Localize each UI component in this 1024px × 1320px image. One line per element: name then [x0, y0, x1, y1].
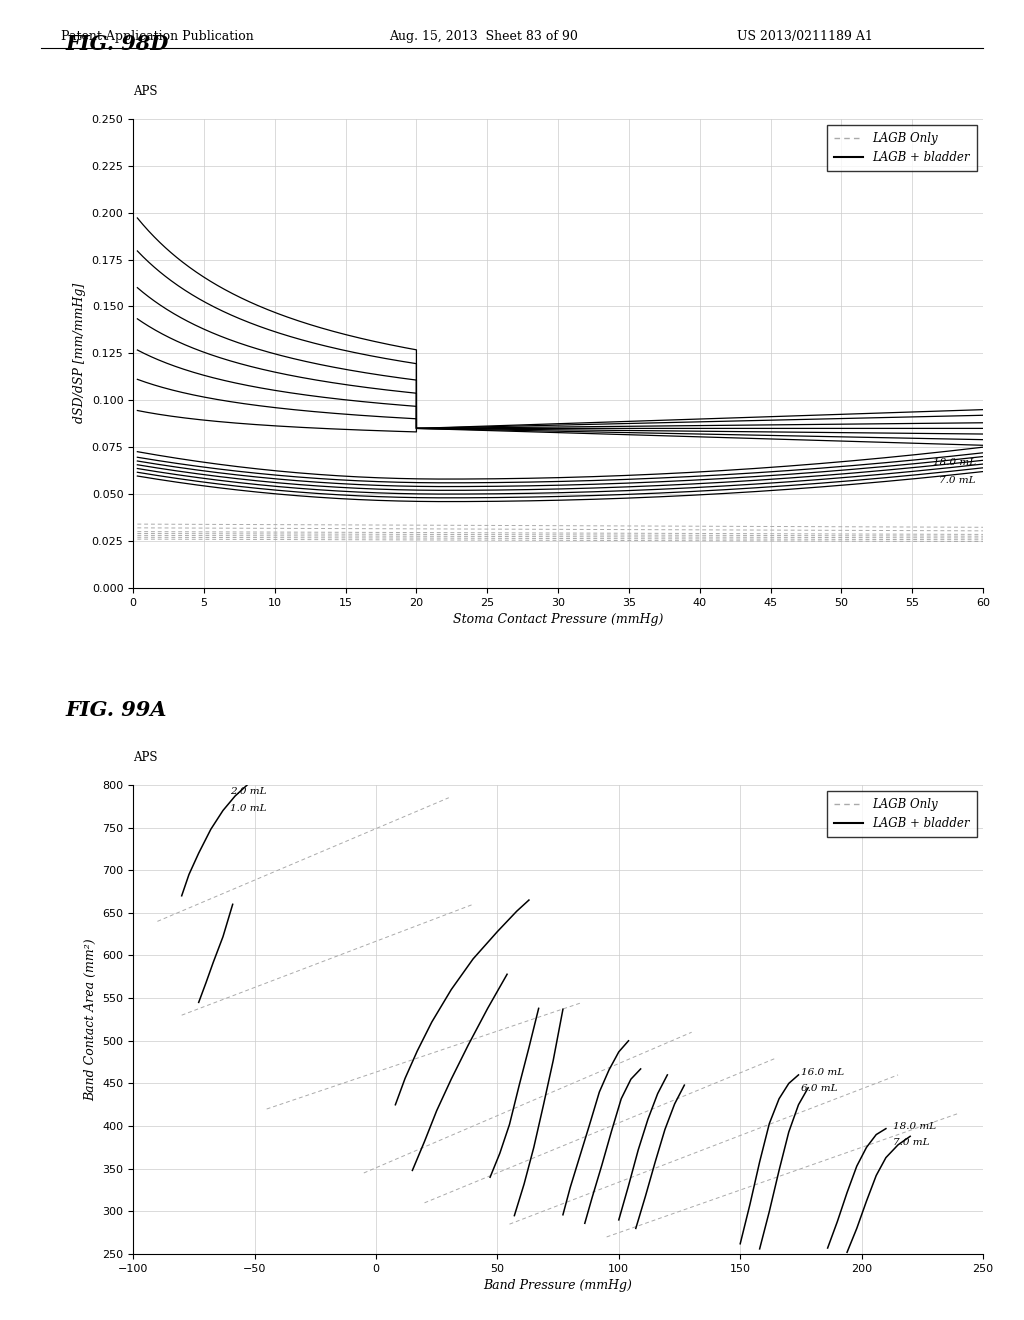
- Text: 16.0 mL: 16.0 mL: [801, 1068, 844, 1077]
- Legend: LAGB Only, LAGB + bladder: LAGB Only, LAGB + bladder: [826, 124, 977, 170]
- Text: 7.0 mL: 7.0 mL: [939, 477, 976, 486]
- Text: Aug. 15, 2013  Sheet 83 of 90: Aug. 15, 2013 Sheet 83 of 90: [389, 30, 578, 44]
- Text: FIG. 98D: FIG. 98D: [66, 34, 169, 54]
- Text: FIG. 99A: FIG. 99A: [66, 701, 167, 721]
- Legend: LAGB Only, LAGB + bladder: LAGB Only, LAGB + bladder: [826, 791, 977, 837]
- Text: APS: APS: [133, 751, 158, 764]
- Y-axis label: Band Contact Area (mm²): Band Contact Area (mm²): [84, 939, 96, 1101]
- Text: 18.0 mL: 18.0 mL: [893, 1122, 936, 1130]
- Text: 2.0 mL: 2.0 mL: [230, 787, 267, 796]
- Text: US 2013/0211189 A1: US 2013/0211189 A1: [737, 30, 873, 44]
- Text: 7.0 mL: 7.0 mL: [893, 1138, 930, 1147]
- X-axis label: Stoma Contact Pressure (mmHg): Stoma Contact Pressure (mmHg): [453, 614, 664, 626]
- Text: 1.0 mL: 1.0 mL: [230, 804, 267, 813]
- X-axis label: Band Pressure (mmHg): Band Pressure (mmHg): [483, 1279, 633, 1292]
- Text: 18.0 mL: 18.0 mL: [933, 458, 976, 467]
- Y-axis label: dSD/dSP [mm/mmHg]: dSD/dSP [mm/mmHg]: [73, 284, 86, 424]
- Text: Patent Application Publication: Patent Application Publication: [61, 30, 254, 44]
- Text: 6.0 mL: 6.0 mL: [801, 1084, 838, 1093]
- Text: APS: APS: [133, 84, 158, 98]
